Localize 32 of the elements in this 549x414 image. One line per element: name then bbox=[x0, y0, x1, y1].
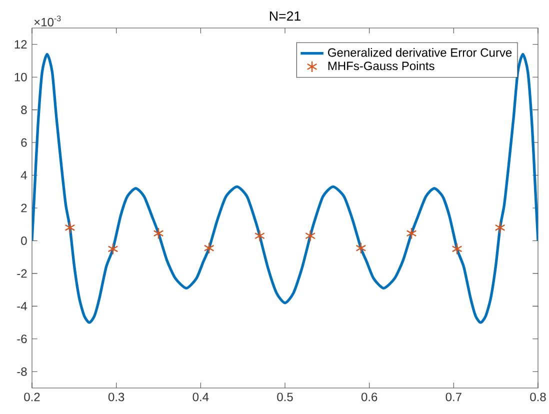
y-tick-label: 6 bbox=[21, 138, 27, 147]
chart-title: N=21 bbox=[270, 11, 300, 21]
y-tick-label: -4 bbox=[17, 302, 27, 310]
point bbox=[406, 227, 417, 240]
point bbox=[494, 222, 506, 234]
x-tick-label: 0.7 bbox=[446, 392, 462, 402]
y-tick-label: 8 bbox=[21, 106, 27, 114]
legend-label: MHFs-Gauss Points bbox=[328, 61, 434, 70]
y-tick-label: 4 bbox=[20, 171, 27, 180]
point bbox=[204, 242, 214, 254]
x-tick-label: 0.5 bbox=[277, 392, 293, 402]
y-tick-label: 10 bbox=[14, 72, 27, 82]
x-tick-label: 0.6 bbox=[361, 392, 378, 402]
x-tick-label: 0.2 bbox=[24, 392, 40, 402]
point bbox=[108, 242, 118, 255]
y-tick-label: 0 bbox=[21, 236, 27, 245]
legend-label: Generalized derivative Error Curve bbox=[328, 48, 512, 57]
text: ×10$^{-3}$ bbox=[34, 16, 61, 26]
y-tick-label: 2 bbox=[21, 204, 27, 212]
point bbox=[305, 230, 316, 242]
y-tick-label: -6 bbox=[17, 334, 27, 344]
point bbox=[452, 242, 462, 255]
y-tick-label: -2 bbox=[17, 269, 27, 278]
point bbox=[356, 242, 366, 254]
point bbox=[153, 227, 164, 240]
y-tick-label: 12 bbox=[14, 40, 27, 49]
point bbox=[64, 222, 76, 234]
y-tick-label: -8 bbox=[17, 367, 27, 376]
x-tick-label: 0.8 bbox=[530, 392, 546, 402]
x-tick-label: 0.4 bbox=[192, 392, 209, 402]
x-tick-label: 0.3 bbox=[108, 392, 124, 402]
point bbox=[254, 230, 265, 242]
